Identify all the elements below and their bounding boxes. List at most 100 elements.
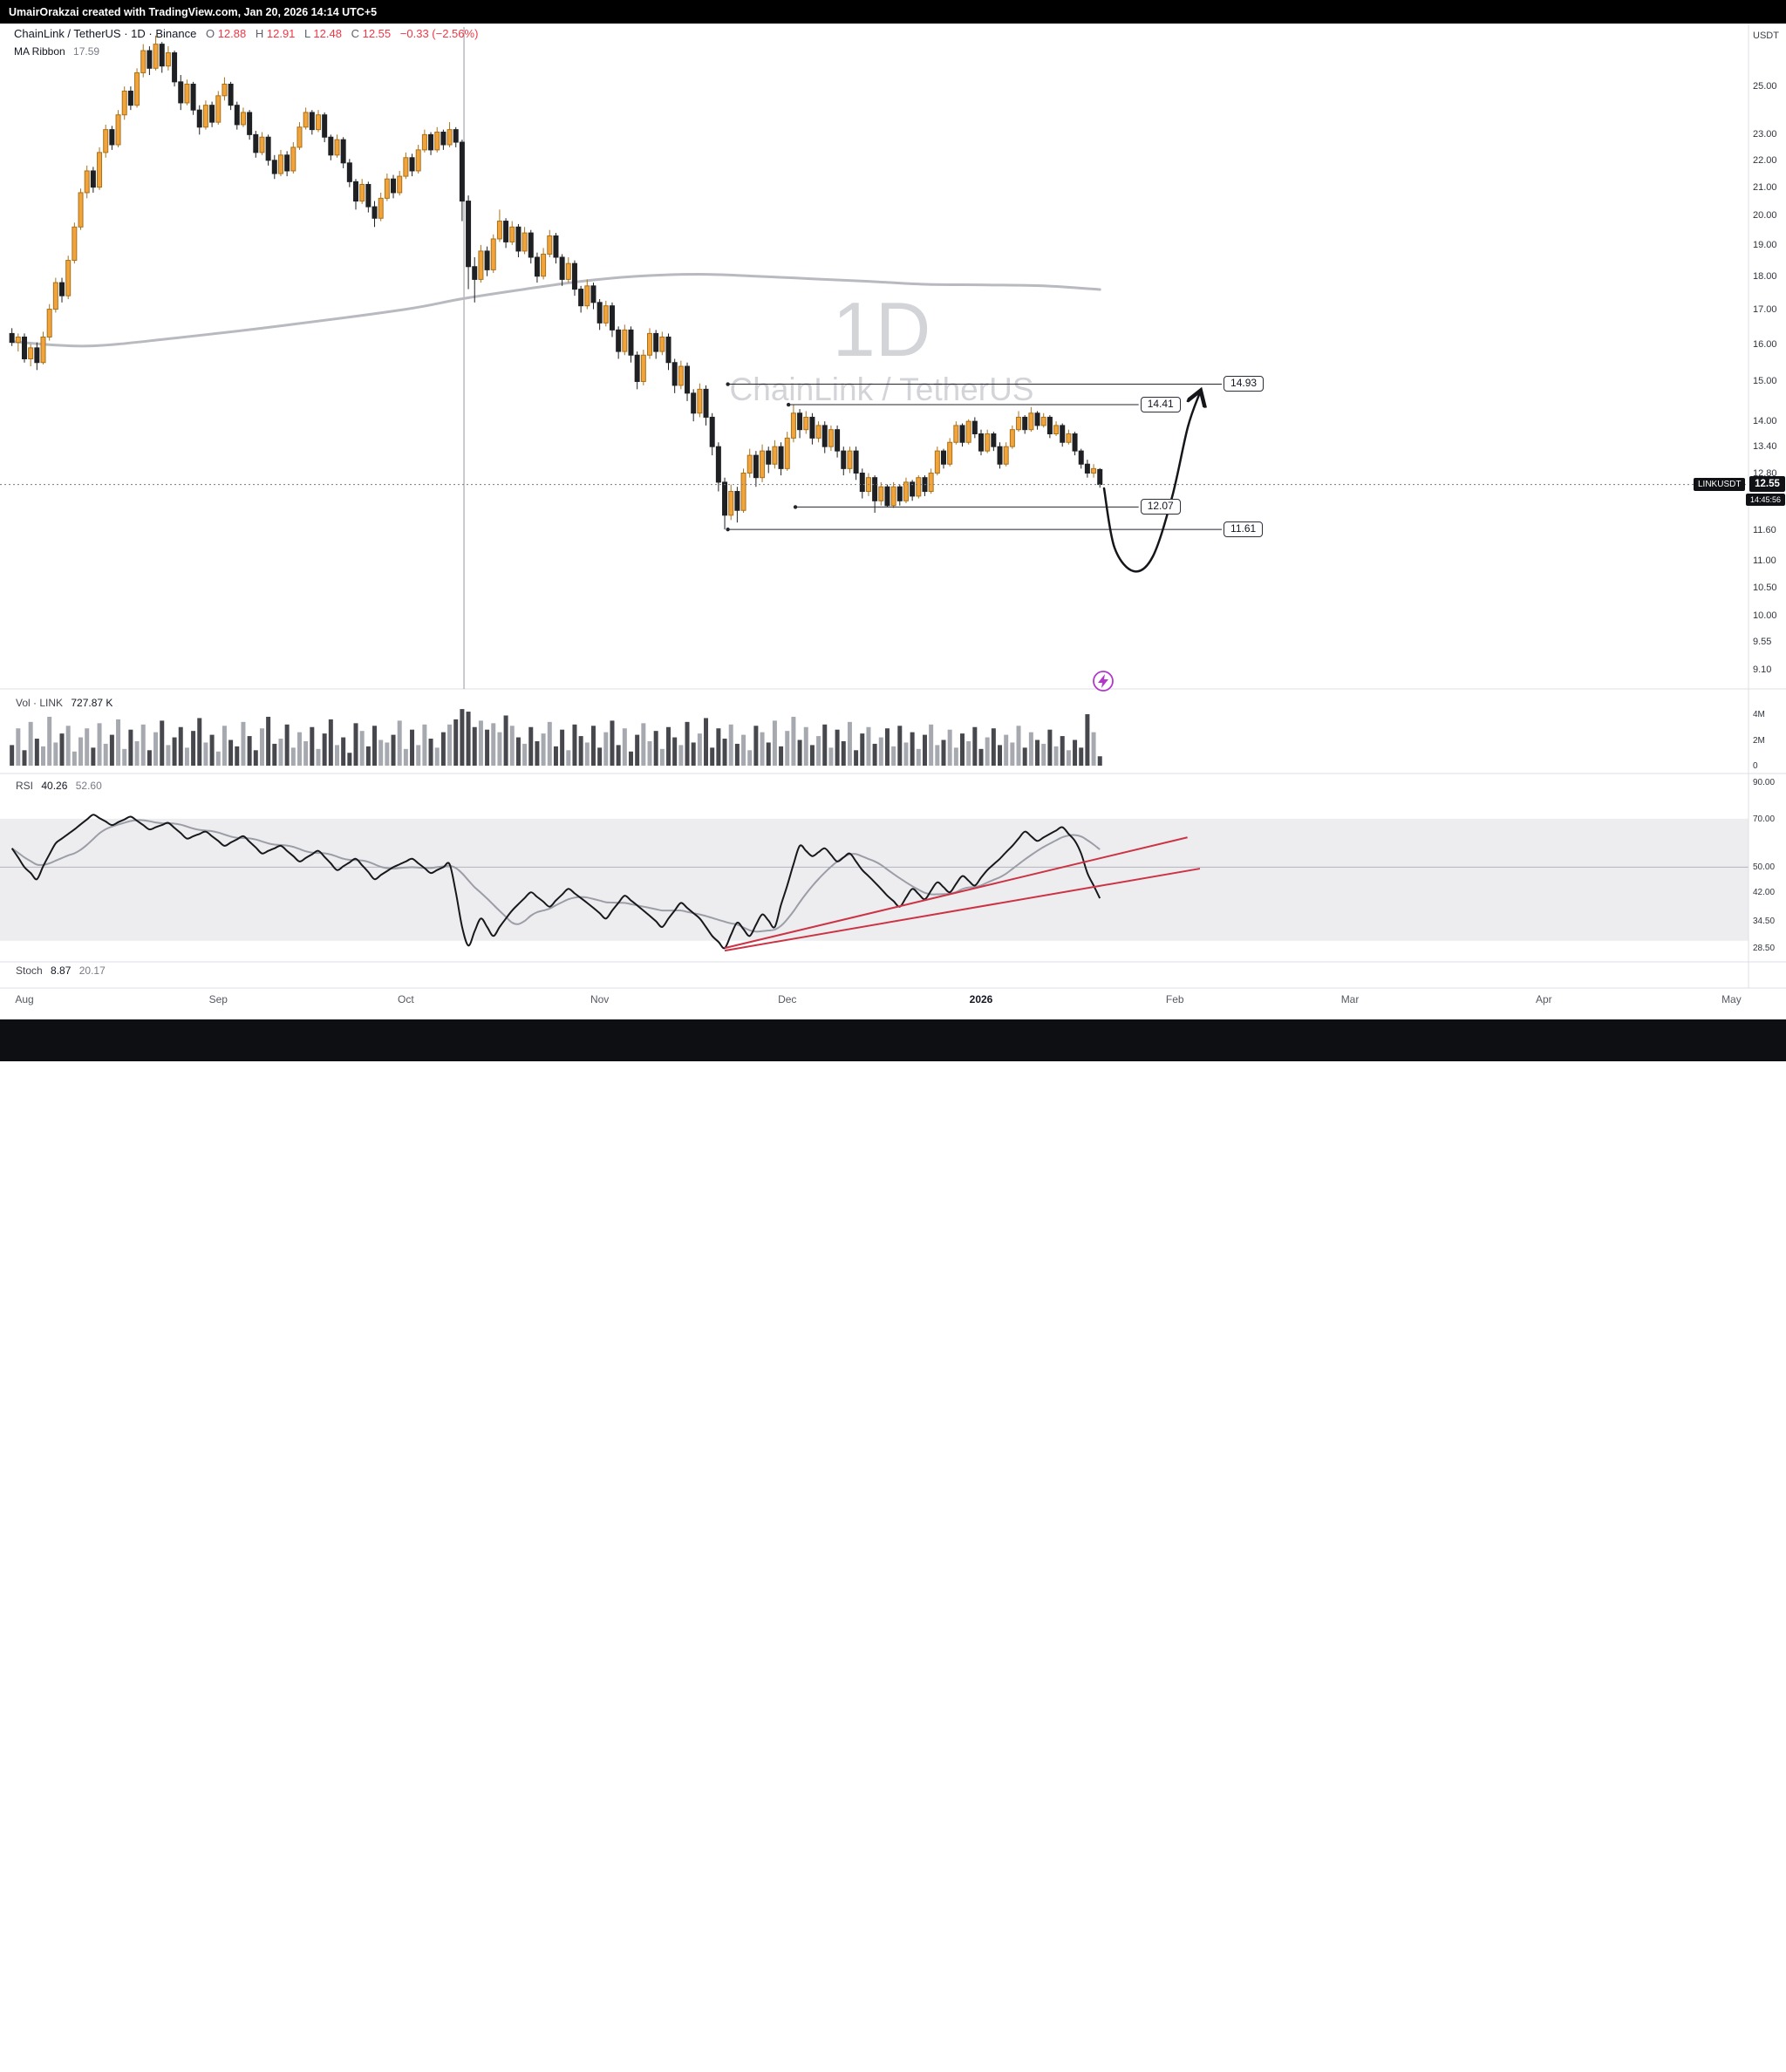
volume-bar xyxy=(372,726,378,766)
volume-bar xyxy=(653,731,658,766)
candle-body xyxy=(778,446,784,469)
candle-body xyxy=(753,454,759,479)
volume-bar xyxy=(1047,729,1053,766)
price-level-box[interactable]: 14.41 xyxy=(1140,396,1181,412)
candle-body xyxy=(1009,429,1015,447)
candle-body xyxy=(1066,433,1072,443)
candle-body xyxy=(634,354,640,382)
candle-body xyxy=(760,450,766,479)
candle-body xyxy=(847,450,853,469)
candle-body xyxy=(222,83,228,97)
candle-body xyxy=(665,336,671,364)
volume-bar xyxy=(478,720,483,766)
volume-bar xyxy=(741,734,746,766)
candle-body xyxy=(1028,412,1034,431)
volume-bar xyxy=(1085,714,1090,766)
volume-bar xyxy=(1079,747,1084,766)
candle-body xyxy=(240,112,246,126)
candle-body xyxy=(472,266,478,280)
rsi-trendline[interactable] xyxy=(724,836,1188,950)
volume-bar xyxy=(635,734,640,766)
volume-bar xyxy=(590,726,596,766)
candle-body xyxy=(127,90,133,106)
candle-body xyxy=(872,477,878,501)
volume-bar xyxy=(160,720,165,766)
volume-bar xyxy=(991,728,996,766)
close-label: C xyxy=(351,27,359,40)
symbol-title[interactable]: ChainLink / TetherUS · 1D · Binance xyxy=(14,27,197,40)
candle-body xyxy=(97,152,103,188)
level-anchor-dot[interactable] xyxy=(786,402,791,407)
level-anchor-dot[interactable] xyxy=(726,527,730,532)
volume-bar xyxy=(678,745,684,766)
candle-body xyxy=(1046,416,1053,435)
candle-body xyxy=(9,332,15,344)
lightning-icon[interactable] xyxy=(1093,671,1114,692)
candle-body xyxy=(784,437,790,469)
volume-bar xyxy=(153,732,159,766)
candle-body xyxy=(685,365,691,394)
price-level-box[interactable]: 11.61 xyxy=(1224,521,1264,537)
price-level-box[interactable]: 14.93 xyxy=(1224,376,1265,392)
tradingview-wordmark[interactable]: TradingView xyxy=(49,2048,157,2069)
candle-body xyxy=(78,192,84,228)
candle-body xyxy=(991,433,997,447)
volume-bar xyxy=(1091,732,1096,766)
candle-body xyxy=(353,181,359,202)
currency-toggle[interactable]: USDT xyxy=(1753,31,1779,41)
candle-body xyxy=(653,332,659,352)
candle-body xyxy=(916,477,922,497)
tradingview-logo-icon[interactable] xyxy=(14,2049,44,2072)
rsi-trendline[interactable] xyxy=(724,868,1201,952)
candle-body xyxy=(147,50,153,69)
volume-bar xyxy=(628,751,633,766)
volume-bar xyxy=(710,747,715,766)
volume-bar xyxy=(253,750,258,766)
volume-bar xyxy=(722,739,727,766)
volume-bar xyxy=(772,720,777,766)
candle-body xyxy=(1053,425,1060,435)
volume-bar xyxy=(434,747,440,766)
candle-body xyxy=(140,50,147,73)
chart-canvas[interactable] xyxy=(0,0,1786,1061)
volume-bar xyxy=(704,718,709,766)
rsi-line xyxy=(10,814,1101,950)
volume-bar xyxy=(816,736,821,766)
price-axis[interactable] xyxy=(1749,24,1786,988)
candle-body xyxy=(28,347,34,359)
volume-bar xyxy=(341,737,346,766)
candle-body xyxy=(903,481,909,501)
volume-bar xyxy=(203,742,208,766)
volume-bar xyxy=(841,740,846,766)
low-value: 12.48 xyxy=(313,27,342,40)
volume-bar xyxy=(316,748,321,766)
volume-bar xyxy=(597,747,603,766)
symbol-legend[interactable]: ChainLink / TetherUS · 1D · Binance O 12… xyxy=(14,27,478,40)
volume-bar xyxy=(122,748,127,766)
volume-bar xyxy=(1053,746,1059,766)
volume-bar xyxy=(903,742,909,766)
candle-body xyxy=(978,433,985,452)
candle-body xyxy=(234,105,240,126)
ma-ribbon-line[interactable] xyxy=(10,272,1101,348)
ma-ribbon-legend[interactable]: MA Ribbon 17.59 xyxy=(14,45,99,58)
candle-body xyxy=(1003,446,1009,465)
candle-body xyxy=(547,235,553,255)
volume-bar xyxy=(328,719,333,766)
curved-arrow-drawing[interactable] xyxy=(1102,392,1200,573)
volume-bar xyxy=(1004,734,1009,766)
volume-bar xyxy=(91,747,96,766)
level-anchor-dot[interactable] xyxy=(726,382,730,386)
candle-body xyxy=(815,425,821,439)
rsi-ma-line xyxy=(11,819,1101,933)
price-level-box[interactable]: 12.07 xyxy=(1140,498,1181,515)
time-axis[interactable] xyxy=(0,988,1749,1019)
candle-body xyxy=(772,446,778,465)
candle-body xyxy=(1060,425,1066,443)
candle-body xyxy=(309,112,315,131)
volume-bar xyxy=(322,733,327,766)
candle-body xyxy=(928,473,934,493)
candle-body xyxy=(391,178,397,194)
level-anchor-dot[interactable] xyxy=(793,505,798,509)
candle-body xyxy=(346,162,352,182)
